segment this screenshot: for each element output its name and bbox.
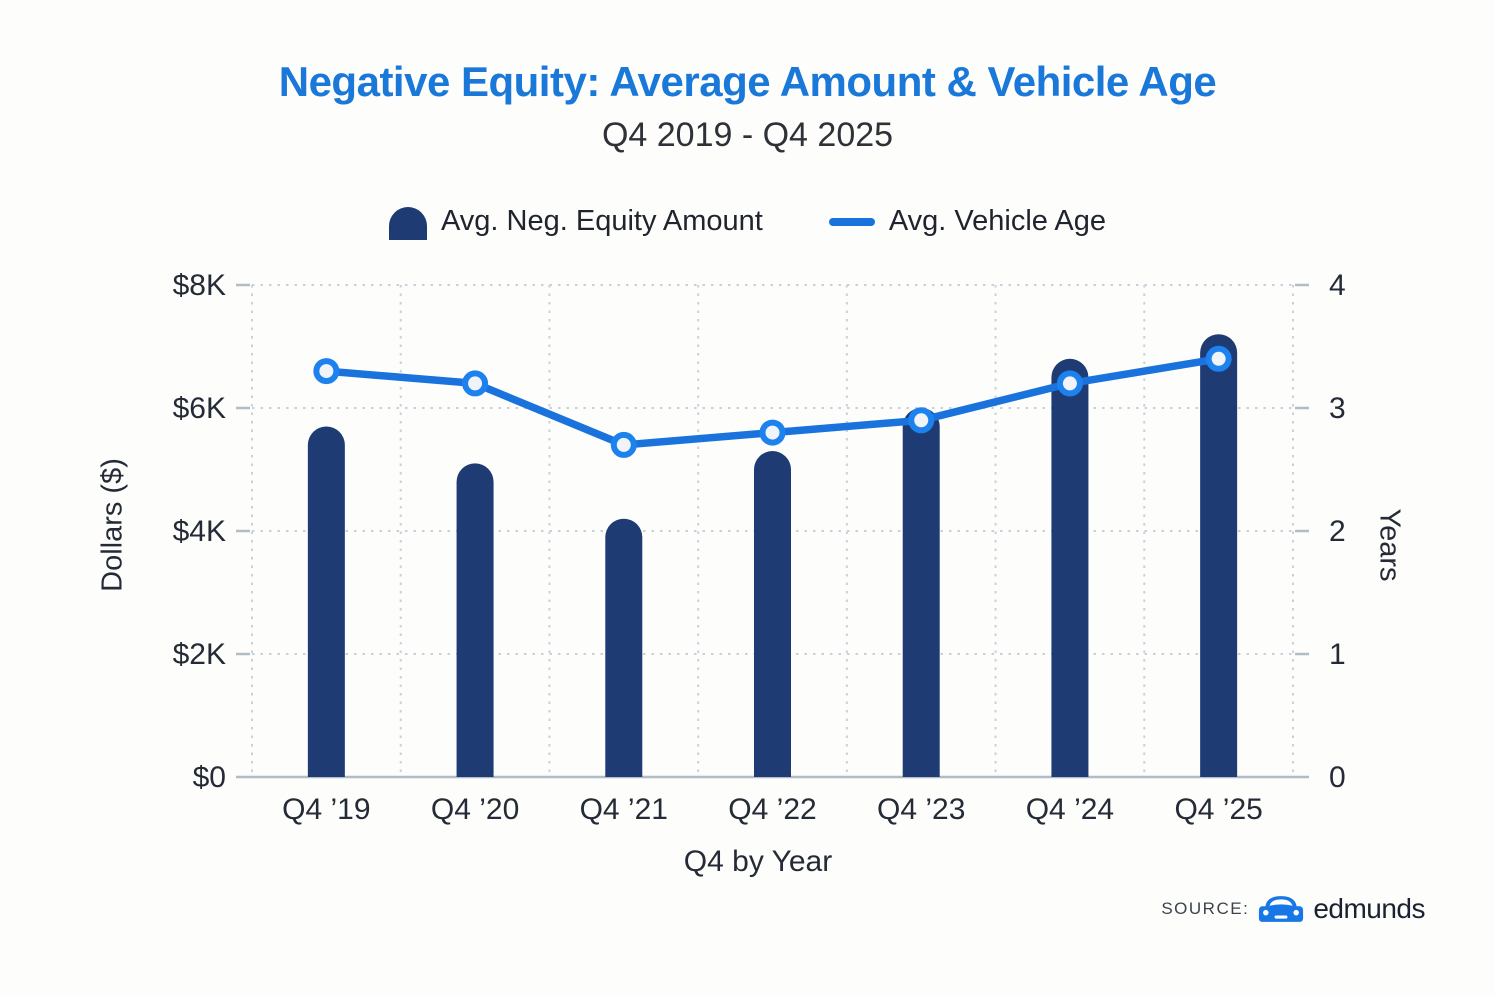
x-axis-tick-label: Q4 ’21 [580, 793, 668, 826]
left-axis-tick-label: $2K [173, 638, 226, 671]
x-axis-tick-label: Q4 ’22 [728, 793, 816, 826]
chart-subtitle: Q4 2019 - Q4 2025 [601, 116, 894, 154]
bar-neg-equity [456, 463, 494, 777]
bar-neg-equity [754, 451, 791, 777]
legend-label-neg-equity: Avg. Neg. Equity Amount [440, 205, 763, 237]
left-axis-tick-label: $6K [173, 392, 226, 425]
x-axis-tick-label: Q4 ’23 [877, 793, 965, 826]
right-axis-tick-label: 1 [1329, 638, 1346, 671]
bar-neg-equity [307, 426, 345, 777]
line-marker-vehicle-age [908, 407, 935, 434]
bar-neg-equity [902, 408, 940, 777]
right-axis-tick-label: 4 [1329, 269, 1346, 302]
line-marker-vehicle-age [1205, 345, 1232, 372]
line-marker-vehicle-age [759, 419, 786, 446]
source-attribution: SOURCE: edmunds [1161, 893, 1425, 925]
line-swatch-icon [828, 217, 875, 226]
right-axis-title: Years [1373, 508, 1406, 582]
bar-neg-equity [605, 518, 643, 777]
source-name-label: edmunds [1313, 893, 1425, 924]
x-axis-tick-label: Q4 ’20 [431, 793, 519, 826]
line-marker-vehicle-age [1056, 370, 1083, 397]
left-axis-tick-label: $4K [173, 515, 226, 548]
left-axis-tick-label: $8K [173, 269, 226, 302]
edmunds-car-icon [1259, 896, 1304, 922]
chart-legend: Avg. Neg. Equity Amount Avg. Vehicle Age [0, 203, 1495, 240]
x-axis-tick-label: Q4 ’25 [1174, 793, 1262, 826]
x-axis-tick-label: Q4 ’24 [1026, 793, 1114, 826]
line-marker-vehicle-age [610, 431, 637, 458]
legend-item-vehicle-age: Avg. Vehicle Age [828, 205, 1106, 238]
bar-neg-equity [1051, 358, 1089, 777]
left-axis-title: Dollars ($) [96, 458, 129, 592]
left-axis-tick-label: $0 [193, 761, 226, 794]
source-prefix-label: SOURCE: [1161, 899, 1250, 918]
legend-item-neg-equity: Avg. Neg. Equity Amount [388, 203, 763, 240]
legend-label-vehicle-age: Avg. Vehicle Age [888, 205, 1106, 237]
x-axis-tick-label: Q4 ’19 [282, 793, 370, 826]
right-axis-tick-label: 2 [1329, 515, 1346, 548]
bar-swatch-icon [388, 207, 427, 240]
line-marker-vehicle-age [313, 358, 340, 385]
chart-title: Negative Equity: Average Amount & Vehicl… [278, 58, 1217, 105]
bar-neg-equity [1200, 334, 1238, 777]
x-axis-title: Q4 by Year [683, 845, 833, 878]
right-axis-tick-label: 0 [1329, 761, 1346, 794]
right-axis-tick-label: 3 [1329, 392, 1346, 425]
line-marker-vehicle-age [462, 370, 489, 397]
